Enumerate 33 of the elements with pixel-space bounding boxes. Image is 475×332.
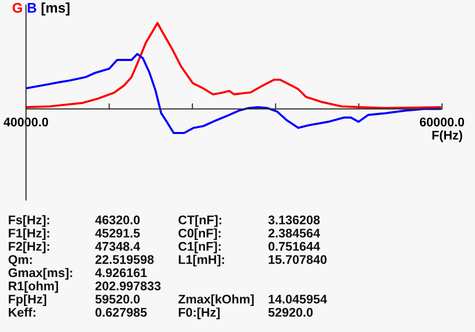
text: F0:[Hz]	[178, 308, 220, 320]
text: 47348.4	[95, 242, 140, 251]
y-axis-title: [ms]	[42, 2, 70, 16]
text: B	[28, 3, 36, 13]
text: 202.997833	[95, 282, 161, 290]
text: G	[12, 2, 22, 13]
text: 4.926161	[95, 268, 147, 278]
text: 22.519598	[95, 255, 154, 264]
text: 59520.0	[95, 294, 140, 304]
text: 0.627985	[95, 308, 147, 317]
x-axis-title: F(Hz)	[432, 130, 462, 142]
text: Fs[Hz]:	[8, 215, 50, 227]
text: 52920.0	[268, 308, 313, 317]
text: 45291.5	[95, 228, 140, 238]
text: 0.751644	[268, 242, 320, 251]
text: 15.707840	[268, 255, 327, 264]
text: C1[nF]:	[178, 242, 221, 254]
text: 46320.0	[95, 216, 140, 224]
text: 2.384564	[268, 228, 320, 238]
text: Qm:	[8, 255, 32, 266]
text: L1[mH]:	[178, 254, 224, 266]
text: Fp[Hz]	[8, 294, 46, 306]
text: Gmax[ms]:	[8, 268, 72, 280]
text: 3.136208	[268, 216, 320, 224]
text: Keff:	[8, 308, 36, 317]
text: C0[nF]:	[178, 228, 221, 240]
text: R1[ohm]	[8, 281, 58, 293]
text: F1[Hz]:	[8, 228, 50, 240]
text: CT[nF]:	[178, 215, 222, 227]
text: 14.045954	[268, 294, 328, 304]
x-tick-label: 60000.0	[420, 118, 464, 126]
text: Zmax[kOhm]	[178, 294, 254, 306]
text: F2[Hz]:	[8, 242, 50, 254]
